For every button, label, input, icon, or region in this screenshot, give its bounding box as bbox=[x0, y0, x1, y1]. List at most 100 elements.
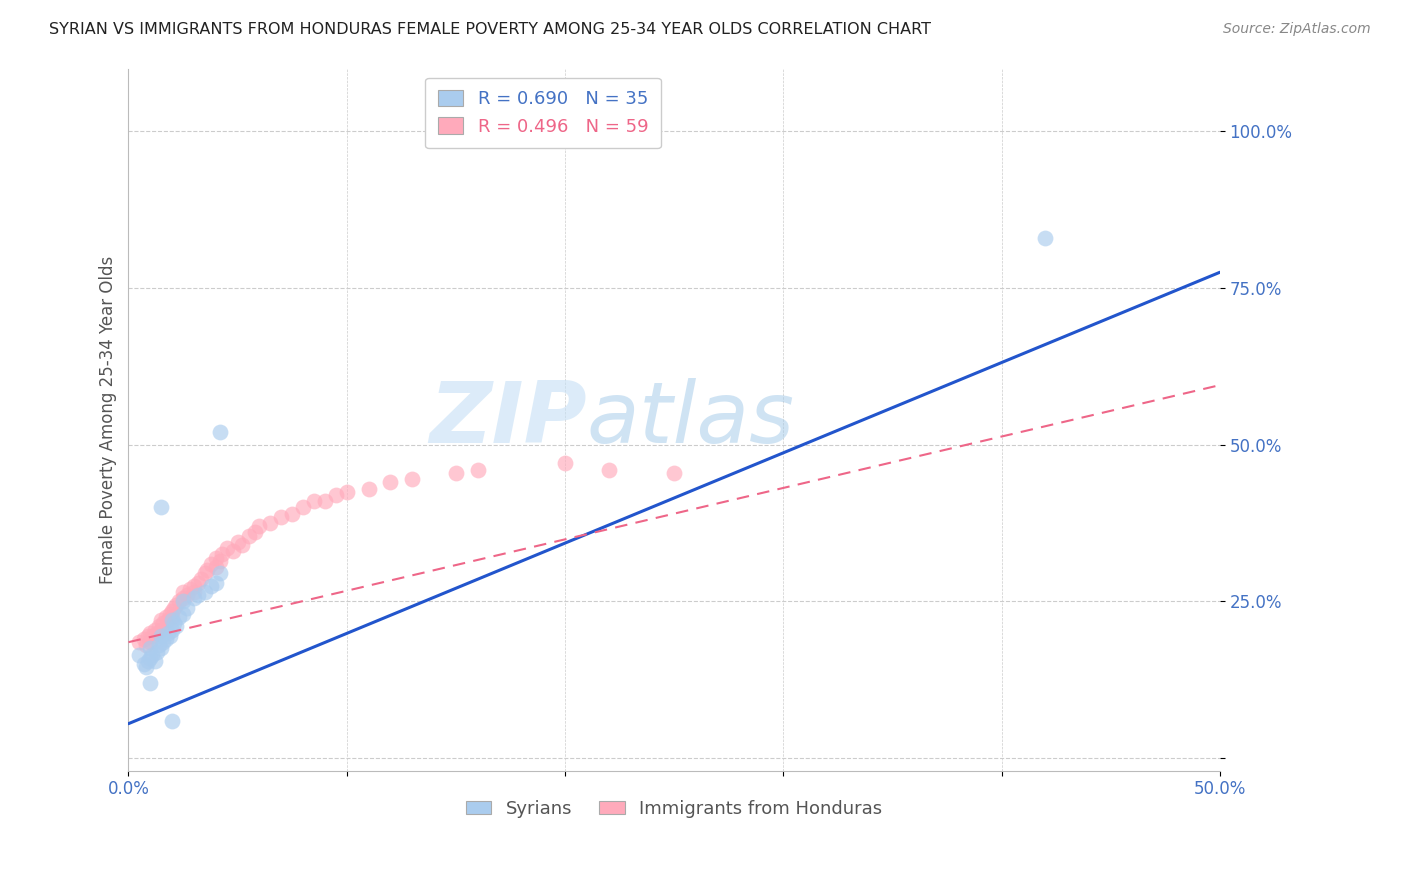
Point bbox=[209, 566, 232, 581]
Text: ZIP: ZIP bbox=[429, 378, 586, 461]
Point bbox=[172, 594, 194, 608]
Point bbox=[215, 541, 238, 555]
Text: Source: ZipAtlas.com: Source: ZipAtlas.com bbox=[1223, 22, 1371, 37]
Point bbox=[222, 544, 245, 558]
Point bbox=[598, 463, 620, 477]
Point bbox=[160, 613, 183, 627]
Point bbox=[139, 635, 162, 649]
Point bbox=[204, 560, 226, 574]
Point bbox=[194, 585, 217, 599]
Point bbox=[357, 482, 380, 496]
Point bbox=[132, 657, 155, 672]
Point bbox=[163, 616, 186, 631]
Point bbox=[155, 632, 177, 646]
Point bbox=[176, 600, 198, 615]
Point bbox=[167, 594, 190, 608]
Point bbox=[160, 610, 183, 624]
Point bbox=[302, 494, 325, 508]
Point bbox=[314, 494, 336, 508]
Point bbox=[139, 676, 162, 690]
Text: SYRIAN VS IMMIGRANTS FROM HONDURAS FEMALE POVERTY AMONG 25-34 YEAR OLDS CORRELAT: SYRIAN VS IMMIGRANTS FROM HONDURAS FEMAL… bbox=[49, 22, 931, 37]
Point bbox=[150, 623, 173, 637]
Point bbox=[148, 619, 170, 633]
Point bbox=[135, 638, 157, 652]
Point bbox=[238, 528, 260, 542]
Point bbox=[176, 588, 198, 602]
Point bbox=[146, 644, 169, 658]
Point bbox=[270, 509, 292, 524]
Point bbox=[143, 623, 166, 637]
Point bbox=[156, 625, 179, 640]
Point bbox=[159, 607, 181, 621]
Point bbox=[136, 654, 159, 668]
Point bbox=[150, 613, 173, 627]
Point bbox=[662, 466, 685, 480]
Point bbox=[249, 519, 271, 533]
Point bbox=[200, 557, 222, 571]
Point bbox=[380, 475, 402, 490]
Point bbox=[156, 613, 179, 627]
Point bbox=[150, 629, 173, 643]
Point bbox=[152, 616, 174, 631]
Point bbox=[148, 638, 170, 652]
Point bbox=[183, 591, 205, 606]
Point bbox=[139, 650, 162, 665]
Point bbox=[172, 591, 194, 606]
Point bbox=[166, 619, 188, 633]
Point bbox=[243, 525, 266, 540]
Point bbox=[204, 575, 226, 590]
Point bbox=[231, 538, 253, 552]
Point bbox=[183, 585, 205, 599]
Legend: Syrians, Immigrants from Honduras: Syrians, Immigrants from Honduras bbox=[458, 792, 890, 825]
Point bbox=[132, 632, 155, 646]
Point bbox=[160, 604, 183, 618]
Point bbox=[139, 625, 162, 640]
Point bbox=[163, 600, 186, 615]
Point bbox=[209, 554, 232, 568]
Point bbox=[183, 579, 205, 593]
Point bbox=[281, 507, 304, 521]
Point bbox=[128, 648, 150, 662]
Point bbox=[325, 488, 347, 502]
Point bbox=[292, 500, 315, 515]
Point bbox=[141, 648, 163, 662]
Point bbox=[152, 635, 174, 649]
Point bbox=[136, 629, 159, 643]
Point bbox=[167, 610, 190, 624]
Point bbox=[139, 641, 162, 656]
Point bbox=[190, 573, 212, 587]
Point bbox=[141, 629, 163, 643]
Point bbox=[179, 582, 201, 596]
Point bbox=[467, 463, 489, 477]
Point bbox=[128, 635, 150, 649]
Point bbox=[159, 629, 181, 643]
Point bbox=[336, 484, 359, 499]
Y-axis label: Female Poverty Among 25-34 Year Olds: Female Poverty Among 25-34 Year Olds bbox=[100, 255, 117, 583]
Point bbox=[444, 466, 467, 480]
Point bbox=[166, 598, 188, 612]
Point bbox=[259, 516, 281, 530]
Point bbox=[160, 623, 183, 637]
Point bbox=[155, 610, 177, 624]
Point bbox=[172, 607, 194, 621]
Point bbox=[135, 660, 157, 674]
Point bbox=[143, 654, 166, 668]
Point bbox=[1033, 231, 1056, 245]
Point bbox=[401, 472, 423, 486]
Point bbox=[200, 579, 222, 593]
Point bbox=[195, 563, 218, 577]
Point bbox=[160, 714, 183, 728]
Point bbox=[226, 534, 249, 549]
Text: atlas: atlas bbox=[586, 378, 794, 461]
Point bbox=[146, 625, 169, 640]
Point bbox=[194, 566, 217, 581]
Point bbox=[209, 425, 232, 439]
Point bbox=[204, 550, 226, 565]
Point bbox=[554, 457, 576, 471]
Point bbox=[150, 641, 173, 656]
Point bbox=[187, 588, 209, 602]
Point bbox=[150, 500, 173, 515]
Point bbox=[172, 585, 194, 599]
Point bbox=[211, 548, 233, 562]
Point bbox=[187, 575, 209, 590]
